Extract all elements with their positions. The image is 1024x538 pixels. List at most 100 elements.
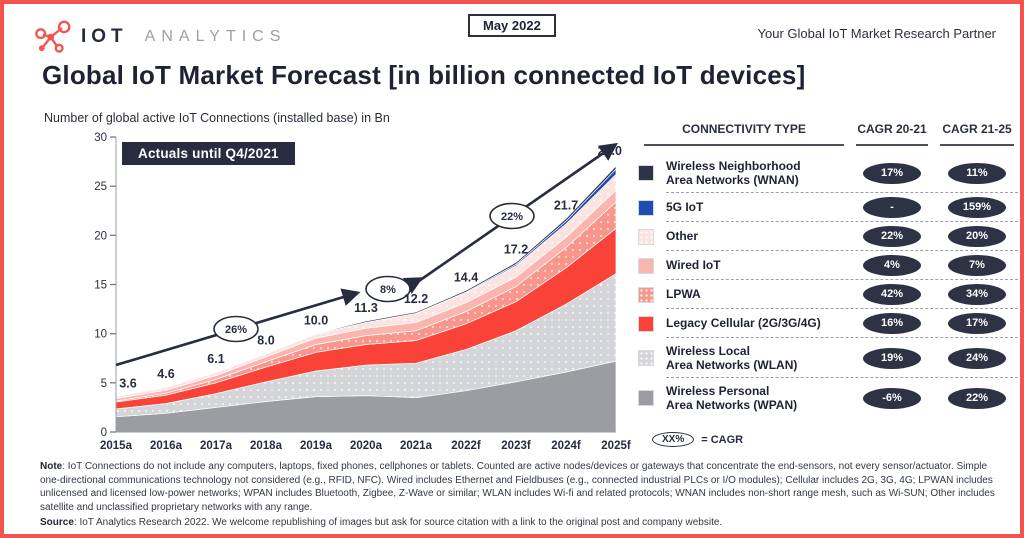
connectivity-type-label: Wireless Local Area Networks (WLAN) bbox=[666, 343, 798, 372]
cagr-20-21-badge: 42% bbox=[863, 284, 921, 305]
table-row: Wireless Local Area Networks (WLAN) 19% … bbox=[638, 338, 1020, 378]
svg-text:22%: 22% bbox=[501, 211, 523, 223]
legend-swatch bbox=[638, 390, 654, 406]
cagr-oval-symbol: XX% bbox=[652, 432, 695, 447]
cagr-21-25-badge: 7% bbox=[948, 255, 1006, 276]
svg-text:8%: 8% bbox=[380, 284, 396, 296]
connectivity-type-label: Legacy Cellular (2G/3G/4G) bbox=[666, 316, 821, 331]
svg-text:30: 30 bbox=[94, 132, 107, 144]
legend-swatch bbox=[638, 199, 654, 216]
footnotes: Note: IoT Connections do not include any… bbox=[40, 460, 996, 530]
connectivity-type-label: Wireless Neighborhood Area Networks (WNA… bbox=[666, 158, 801, 187]
date-badge: May 2022 bbox=[468, 14, 556, 37]
svg-text:2022f: 2022f bbox=[451, 440, 481, 452]
legend-swatch bbox=[638, 286, 654, 303]
legend-swatch bbox=[638, 350, 654, 366]
svg-text:2018a: 2018a bbox=[250, 440, 283, 452]
svg-text:20: 20 bbox=[94, 230, 107, 242]
source-paragraph: Source: IoT Analytics Research 2022. We … bbox=[40, 516, 996, 530]
chart-canvas: 0 5 10 15 20 25 30 2015a 2016a 2017a 2018a 2019a 202… bbox=[94, 132, 631, 452]
tagline: Your Global IoT Market Research Partner bbox=[757, 26, 996, 41]
legend-swatch bbox=[638, 257, 654, 274]
svg-text:3.6: 3.6 bbox=[119, 377, 136, 391]
svg-text:2015a: 2015a bbox=[100, 440, 133, 452]
cagr-20-21-badge: 19% bbox=[863, 347, 921, 369]
svg-text:2025f: 2025f bbox=[601, 440, 631, 452]
table-row: Wireless Neighborhood Area Networks (WNA… bbox=[638, 153, 1020, 193]
page-title: Global IoT Market Forecast [in billion c… bbox=[42, 60, 806, 90]
cagr-key-text: = CAGR bbox=[701, 433, 744, 446]
cagr-20-21-badge: 4% bbox=[863, 255, 921, 276]
svg-text:10: 10 bbox=[94, 329, 107, 341]
table-header-row: CONNECTIVITY TYPE CAGR 20-21 CAGR 21-25 bbox=[638, 122, 1020, 146]
table-row: Other 22% 20% bbox=[638, 222, 1020, 251]
legend-swatch bbox=[638, 315, 654, 332]
svg-text:21.7: 21.7 bbox=[554, 199, 578, 213]
connectivity-type-label: Wireless Personal Area Networks (WPAN) bbox=[666, 383, 798, 412]
source-text: : IoT Analytics Research 2022. We welcom… bbox=[73, 517, 723, 528]
molecule-icon bbox=[35, 20, 71, 53]
note-text: : IoT Connections do not include any com… bbox=[40, 461, 995, 513]
svg-text:4.6: 4.6 bbox=[157, 367, 174, 381]
connectivity-table: CONNECTIVITY TYPE CAGR 20-21 CAGR 21-25 … bbox=[638, 122, 1020, 418]
column-header-type: CONNECTIVITY TYPE bbox=[644, 122, 844, 146]
svg-text:2021a: 2021a bbox=[400, 440, 433, 452]
cagr-21-25-badge: 17% bbox=[948, 313, 1006, 334]
svg-text:2024f: 2024f bbox=[551, 440, 581, 452]
table-rows: Wireless Neighborhood Area Networks (WNA… bbox=[638, 153, 1020, 418]
brand-primary: IOT bbox=[81, 26, 128, 47]
cagr-20-21-badge: 16% bbox=[863, 313, 921, 334]
svg-text:2017a: 2017a bbox=[200, 440, 233, 452]
stacked-area-chart: 0 5 10 15 20 25 30 2015a 2016a 2017a 2018a 2019a 202… bbox=[4, 129, 664, 464]
svg-text:27.0: 27.0 bbox=[598, 144, 622, 158]
legend-swatch bbox=[638, 228, 654, 245]
svg-text:6.1: 6.1 bbox=[207, 352, 224, 366]
legend-swatch bbox=[638, 165, 654, 181]
iot-analytics-logo: IOT ANALYTICS bbox=[34, 20, 286, 54]
cagr-20-21-badge: 22% bbox=[863, 226, 921, 247]
connectivity-type-label: Wired IoT bbox=[666, 258, 721, 273]
connectivity-type-label: LPWA bbox=[666, 287, 701, 302]
table-row: Wireless Personal Area Networks (WPAN) -… bbox=[638, 378, 1020, 418]
actuals-annotation: Actuals until Q4/2021 bbox=[122, 142, 295, 165]
svg-text:2023f: 2023f bbox=[501, 440, 531, 452]
chart-subtitle: Number of global active IoT Connections … bbox=[44, 111, 390, 125]
svg-text:11.3: 11.3 bbox=[354, 301, 378, 315]
connectivity-type-label: 5G IoT bbox=[666, 200, 704, 215]
svg-text:10.0: 10.0 bbox=[304, 314, 328, 328]
svg-text:2016a: 2016a bbox=[150, 440, 183, 452]
cagr-20-21-badge: -6% bbox=[863, 387, 921, 409]
note-label: Note bbox=[40, 461, 63, 472]
cagr-21-25-badge: 24% bbox=[948, 347, 1006, 369]
svg-text:0: 0 bbox=[101, 427, 107, 439]
connectivity-type-label: Other bbox=[666, 229, 699, 244]
cagr-21-25-badge: 34% bbox=[948, 284, 1006, 305]
table-row: 5G IoT - 159% bbox=[638, 193, 1020, 222]
note-paragraph: Note: IoT Connections do not include any… bbox=[40, 460, 996, 514]
svg-text:12.2: 12.2 bbox=[404, 292, 428, 306]
svg-text:17.2: 17.2 bbox=[504, 242, 528, 256]
svg-text:2019a: 2019a bbox=[300, 440, 333, 452]
table-row: Legacy Cellular (2G/3G/4G) 16% 17% bbox=[638, 309, 1020, 338]
brand-secondary: ANALYTICS bbox=[144, 28, 287, 45]
source-label: Source bbox=[40, 517, 74, 528]
svg-text:26%: 26% bbox=[225, 324, 247, 336]
svg-text:8.0: 8.0 bbox=[257, 333, 274, 347]
table-row: Wired IoT 4% 7% bbox=[638, 251, 1020, 280]
cagr-key: XX% = CAGR bbox=[652, 432, 743, 447]
cagr-21-25-badge: 20% bbox=[948, 226, 1006, 247]
cagr-21-25-badge: 11% bbox=[948, 162, 1006, 184]
cagr-21-25-badge: 159% bbox=[948, 197, 1006, 218]
column-header-cagr-21-25: CAGR 21-25 bbox=[940, 122, 1014, 146]
svg-text:15: 15 bbox=[94, 280, 107, 292]
cagr-20-21-badge: - bbox=[863, 197, 921, 218]
column-header-cagr-20-21: CAGR 20-21 bbox=[856, 122, 928, 146]
svg-text:2020a: 2020a bbox=[350, 440, 383, 452]
cagr-21-25-badge: 22% bbox=[948, 387, 1006, 409]
svg-text:5: 5 bbox=[101, 378, 107, 390]
table-row: LPWA 42% 34% bbox=[638, 280, 1020, 309]
svg-text:25: 25 bbox=[94, 181, 107, 193]
cagr-20-21-badge: 17% bbox=[863, 162, 921, 184]
svg-text:14.4: 14.4 bbox=[454, 270, 478, 284]
